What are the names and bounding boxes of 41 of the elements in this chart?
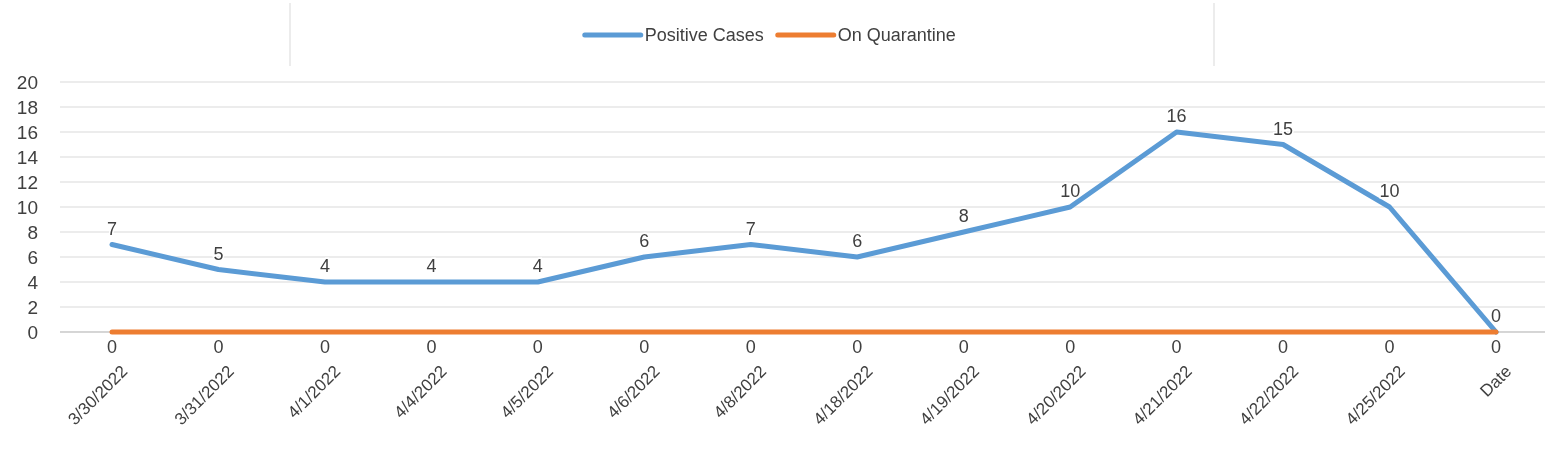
y-tick-label: 4 bbox=[27, 271, 39, 293]
data-label: 0 bbox=[1171, 337, 1182, 358]
data-label: 8 bbox=[958, 206, 969, 227]
data-label: 0 bbox=[639, 337, 650, 358]
data-label: 15 bbox=[1273, 118, 1294, 139]
data-label: 7 bbox=[106, 218, 118, 239]
y-tick-label: 0 bbox=[27, 321, 38, 343]
data-label: 4 bbox=[426, 256, 437, 277]
data-label: 0 bbox=[1065, 337, 1076, 358]
data-label: 10 bbox=[1060, 181, 1081, 202]
data-label: 0 bbox=[426, 337, 437, 358]
y-tick-label: 20 bbox=[16, 71, 38, 93]
data-label: 4 bbox=[532, 256, 543, 277]
data-label: 5 bbox=[213, 243, 224, 264]
data-label: 0 bbox=[213, 337, 224, 358]
data-label: 7 bbox=[745, 218, 756, 239]
y-tick-label: 12 bbox=[16, 171, 38, 193]
data-label: 10 bbox=[1379, 181, 1400, 202]
y-tick-label: 10 bbox=[16, 196, 38, 218]
y-tick-label: 8 bbox=[27, 221, 38, 243]
data-label: 6 bbox=[639, 231, 650, 252]
data-label: 0 bbox=[852, 337, 863, 358]
y-tick-label: 16 bbox=[16, 121, 38, 143]
data-label: 0 bbox=[532, 337, 543, 358]
legend-label: On Quarantine bbox=[837, 25, 956, 46]
data-label: 6 bbox=[852, 231, 863, 252]
data-label: 0 bbox=[1384, 337, 1395, 358]
y-tick-label: 2 bbox=[27, 296, 38, 318]
data-label: 0 bbox=[958, 337, 969, 358]
y-tick-label: 6 bbox=[27, 246, 38, 268]
data-label: 0 bbox=[1490, 337, 1502, 358]
data-label: 16 bbox=[1166, 106, 1187, 127]
data-label: 0 bbox=[319, 337, 330, 358]
data-label: 0 bbox=[1278, 337, 1289, 358]
y-tick-label: 18 bbox=[16, 96, 38, 118]
data-label: 0 bbox=[106, 337, 118, 358]
y-tick-label: 14 bbox=[16, 146, 39, 168]
data-label: 4 bbox=[319, 256, 330, 277]
legend-label: Positive Cases bbox=[644, 25, 764, 46]
data-label: 0 bbox=[745, 337, 756, 358]
data-label: 0 bbox=[1490, 306, 1502, 327]
